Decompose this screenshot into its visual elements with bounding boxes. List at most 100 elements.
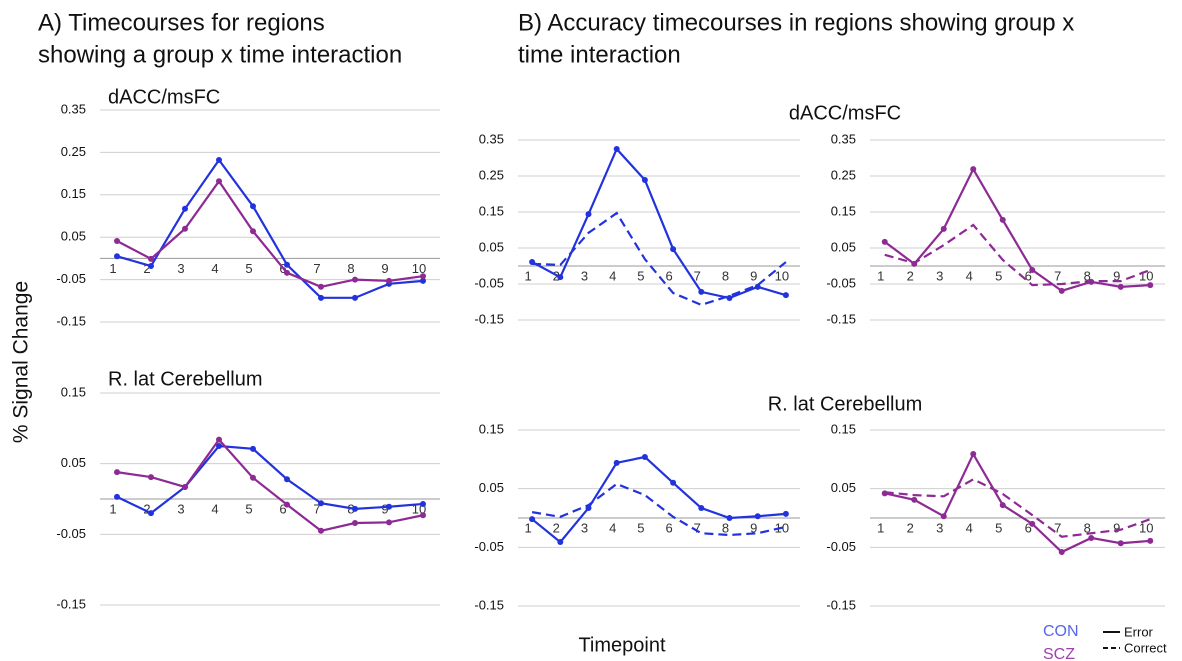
data-point	[529, 516, 536, 523]
x-tick-label: 5	[637, 268, 644, 283]
series-line	[532, 211, 787, 307]
x-tick-label: 2	[553, 520, 560, 535]
x-tick-label: 1	[524, 268, 531, 283]
data-point	[726, 515, 733, 521]
data-point	[114, 493, 120, 500]
data-point	[698, 505, 705, 512]
y-tick-label: -0.05	[474, 275, 504, 290]
legend-label: CON	[1043, 623, 1079, 640]
data-point	[216, 157, 222, 164]
legend: CON SCZ Error Correct	[1043, 623, 1167, 661]
data-point	[1147, 537, 1154, 544]
data-point	[999, 216, 1006, 223]
x-tick-label: 5	[637, 520, 644, 535]
chart-title: R. lat Cerebellum	[768, 393, 923, 415]
y-tick-label: -0.05	[826, 275, 856, 290]
data-point	[148, 255, 154, 262]
data-point	[318, 527, 324, 534]
data-point	[352, 505, 358, 512]
x-axis-label: Timepoint	[578, 634, 666, 656]
data-point	[1117, 283, 1124, 290]
x-tick-label: 7	[1054, 520, 1061, 535]
y-tick-label: 0.35	[831, 131, 856, 146]
series-line	[116, 179, 424, 288]
series-line	[884, 451, 1151, 554]
x-tick-label: 4	[211, 501, 218, 516]
y-tick-label: -0.05	[826, 539, 856, 554]
x-tick-label: 7	[1054, 268, 1061, 283]
x-tick-label: 9	[381, 261, 388, 276]
data-point	[970, 166, 977, 173]
data-point	[1088, 534, 1095, 541]
x-tick-label: 10	[412, 261, 426, 276]
data-point	[182, 483, 188, 490]
data-point	[613, 459, 620, 466]
y-tick-label: 0.15	[831, 203, 856, 218]
panel-b-title: time interaction	[518, 41, 681, 68]
x-tick-label: 6	[665, 268, 672, 283]
y-tick-label: 0.05	[479, 239, 504, 254]
x-tick-label: 9	[1113, 268, 1120, 283]
y-tick-label: 0.15	[831, 421, 856, 436]
data-point	[420, 512, 426, 519]
data-point	[999, 502, 1006, 509]
data-point	[1058, 549, 1065, 556]
x-tick-label: 9	[1113, 520, 1120, 535]
data-point	[613, 146, 620, 152]
x-tick-label: 7	[694, 268, 701, 283]
data-point	[284, 269, 290, 276]
y-axis-label: % Signal Change	[10, 281, 33, 443]
y-tick-label: 0.05	[479, 480, 504, 495]
x-tick-label: 6	[1025, 520, 1032, 535]
x-tick-label: 3	[936, 268, 943, 283]
data-point	[148, 474, 154, 481]
data-point	[557, 539, 564, 546]
y-tick-label: -0.15	[474, 597, 504, 612]
data-point	[698, 288, 705, 295]
y-tick-label: 0.15	[61, 186, 86, 201]
data-point	[782, 510, 789, 517]
panel-a-title: A) Timecourses for regions	[38, 9, 325, 36]
data-point	[557, 274, 564, 281]
y-tick-label: -0.05	[56, 271, 86, 286]
data-point	[670, 246, 677, 253]
x-tick-label: 3	[177, 501, 184, 516]
y-tick-label: 0.05	[61, 455, 86, 470]
series-line	[884, 478, 1151, 538]
y-tick-label: 0.15	[479, 203, 504, 218]
data-point	[420, 277, 426, 284]
x-tick-label: 4	[211, 261, 218, 276]
data-point	[216, 178, 222, 185]
x-tick-label: 7	[313, 261, 320, 276]
data-point	[318, 500, 324, 507]
data-point	[250, 445, 256, 452]
data-point	[352, 276, 358, 283]
x-tick-label: 10	[1139, 520, 1153, 535]
data-point	[782, 292, 789, 299]
series-line	[116, 444, 424, 515]
data-point	[386, 503, 392, 510]
data-point	[284, 261, 290, 268]
data-point	[284, 476, 290, 483]
legend-label: SCZ	[1043, 646, 1075, 661]
x-tick-label: 9	[381, 501, 388, 516]
data-point	[420, 273, 426, 280]
data-point	[182, 225, 188, 232]
data-point	[352, 294, 358, 301]
x-tick-label: 3	[936, 520, 943, 535]
series-line	[531, 147, 787, 300]
y-tick-label: 0.15	[61, 384, 86, 399]
x-tick-label: 3	[581, 520, 588, 535]
chart-title: R. lat Cerebellum	[108, 368, 263, 390]
y-tick-label: -0.15	[56, 596, 86, 611]
panel-b-title: B) Accuracy timecourses in regions showi…	[518, 9, 1074, 36]
x-tick-label: 7	[313, 501, 320, 516]
x-tick-label: 8	[1084, 268, 1091, 283]
y-tick-label: 0.05	[61, 229, 86, 244]
data-point	[250, 203, 256, 210]
x-tick-label: 5	[245, 261, 252, 276]
data-point	[1029, 520, 1036, 527]
series-line	[884, 166, 1151, 293]
data-point	[641, 453, 648, 460]
chart-title: dACC/msFC	[789, 102, 901, 124]
